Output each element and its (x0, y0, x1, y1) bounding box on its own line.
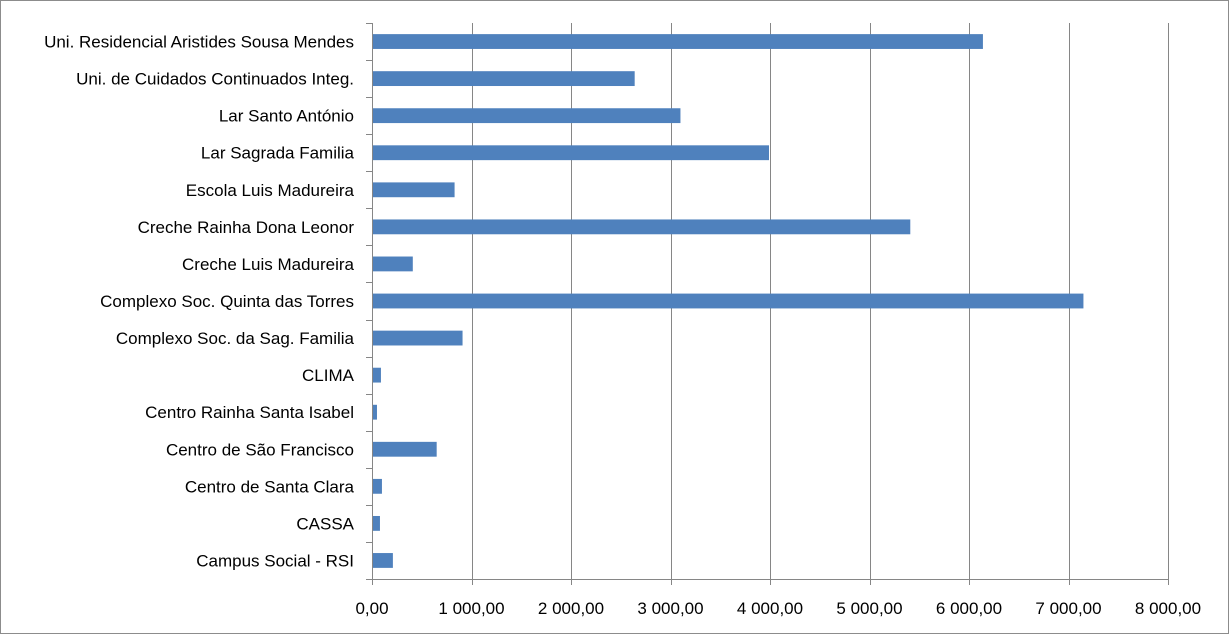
bar-5 (373, 219, 911, 235)
category-label-9: CLIMA (302, 366, 355, 385)
category-label-1: Uni. de Cuidados Continuados Integ. (76, 70, 354, 89)
bar-0 (373, 34, 983, 49)
bar-11 (373, 441, 437, 457)
category-label-0: Uni. Residencial Aristides Sousa Mendes (44, 33, 354, 52)
bar-2 (373, 108, 681, 124)
bar-10 (373, 404, 377, 420)
category-label-13: CASSA (296, 514, 354, 533)
bar-7 (373, 293, 1084, 309)
category-label-11: Centro de São Francisco (166, 440, 354, 459)
category-label-14: Campus Social - RSI (196, 551, 354, 570)
x-tick-label-5: 5 000,00 (836, 599, 902, 618)
axes (366, 23, 1169, 585)
x-tick-label-6: 6 000,00 (936, 599, 1002, 618)
bar-9 (373, 367, 381, 383)
x-tick-label-4: 4 000,00 (737, 599, 803, 618)
bar-1 (373, 71, 635, 87)
bar-4 (373, 182, 455, 198)
bar-8 (373, 330, 463, 346)
category-label-4: Escola Luis Madureira (186, 181, 355, 200)
category-label-2: Lar Santo António (219, 107, 354, 126)
x-tick-label-2: 2 000,00 (538, 599, 604, 618)
category-labels: Uni. Residencial Aristides Sousa Mendes U… (44, 33, 355, 571)
bar-13 (373, 515, 380, 531)
category-label-6: Creche Luis Madureira (182, 255, 355, 274)
x-tick-label-7: 7 000,00 (1035, 599, 1101, 618)
category-label-8: Complexo Soc. da Sag. Familia (116, 329, 355, 348)
category-label-5: Creche Rainha Dona Leonor (138, 218, 355, 237)
x-tick-label-0: 0,00 (355, 599, 388, 618)
bar-14 (373, 553, 393, 568)
x-tick-labels: 0,00 1 000,00 2 000,00 3 000,00 4 000,00 5 00… (355, 599, 1201, 618)
bar-12 (373, 478, 382, 494)
x-tick-label-8: 8 000,00 (1135, 599, 1201, 618)
x-tick-label-3: 3 000,00 (637, 599, 703, 618)
bars (373, 34, 1084, 568)
category-label-12: Centro de Santa Clara (185, 477, 355, 496)
category-label-7: Complexo Soc. Quinta das Torres (100, 292, 354, 311)
category-label-10: Centro Rainha Santa Isabel (145, 403, 354, 422)
category-label-3: Lar Sagrada Familia (201, 144, 355, 163)
x-tick-label-1: 1 000,00 (438, 599, 504, 618)
bar-3 (373, 145, 769, 161)
bar-6 (373, 256, 413, 272)
